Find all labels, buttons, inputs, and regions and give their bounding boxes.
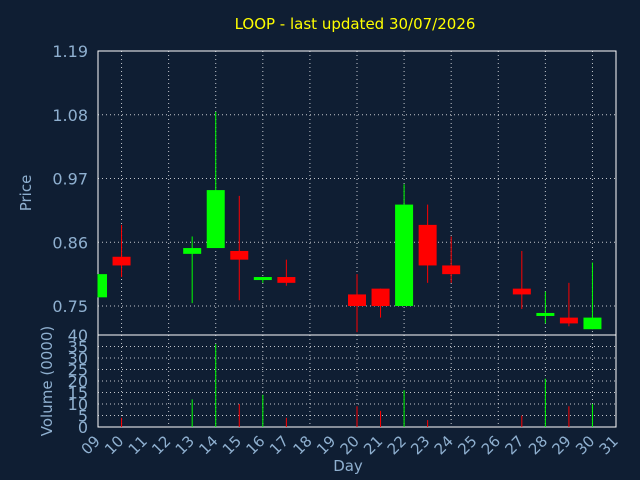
- x-tick-label: 25: [454, 432, 480, 458]
- candle-body: [418, 224, 437, 266]
- candles: [97, 111, 602, 333]
- x-tick-label: 11: [125, 432, 151, 458]
- volume-y-tick: 30: [68, 349, 88, 368]
- x-tick-label: 17: [266, 432, 292, 458]
- x-tick-label: 29: [549, 432, 575, 458]
- x-tick-label: 19: [313, 432, 339, 458]
- candle-body: [112, 256, 131, 266]
- price-y-tick: 1.19: [52, 42, 88, 61]
- candle-body: [512, 288, 531, 295]
- x-tick-label: 20: [337, 432, 363, 458]
- chart-title: LOOP - last updated 30/07/2026: [235, 15, 476, 33]
- volume-axis-label: Volume (0000): [38, 326, 56, 436]
- price-y-tick: 0.97: [52, 170, 88, 189]
- x-tick-label: 23: [407, 432, 433, 458]
- volume-bars: [121, 344, 593, 427]
- x-tick-label: 18: [290, 432, 316, 458]
- x-tick-label: 12: [148, 432, 174, 458]
- price-axis-label: Price: [17, 175, 35, 212]
- price-y-tick: 1.08: [52, 106, 88, 125]
- candle-body: [98, 274, 107, 298]
- x-tick-label: 30: [572, 432, 598, 458]
- price-y-tick: 0.75: [52, 297, 88, 316]
- volume-y-tick: 15: [68, 384, 88, 403]
- x-tick-label: 24: [431, 432, 457, 458]
- candle-body: [230, 250, 249, 260]
- x-tick-label: 27: [501, 432, 527, 458]
- x-tick-label: 22: [384, 432, 410, 458]
- candle-body: [442, 265, 461, 275]
- x-tick-label: 21: [360, 432, 386, 458]
- candle-body: [277, 277, 296, 283]
- candle-body: [536, 312, 555, 316]
- candle-body: [206, 190, 225, 249]
- volume-y-tick: 40: [68, 326, 88, 345]
- x-tick-label: 15: [219, 432, 245, 458]
- x-tick-label: 26: [478, 432, 504, 458]
- volume-y-tick: 20: [68, 372, 88, 391]
- candle-body: [583, 317, 602, 330]
- candle-body: [395, 204, 414, 307]
- candle-body: [183, 248, 202, 254]
- volume-y-tick: 10: [68, 395, 88, 414]
- volume-y-tick: 0: [78, 418, 88, 437]
- candle-body: [253, 277, 272, 281]
- candle-body: [559, 317, 578, 324]
- price-y-ticks: 1.19 1.08 0.97 0.86 0.75: [52, 42, 88, 316]
- volume-y-tick: 35: [68, 338, 88, 357]
- x-tick-label: 14: [195, 432, 221, 458]
- candle-body: [371, 288, 390, 307]
- x-axis-label: Day: [333, 457, 363, 475]
- volume-y-tick: 25: [68, 361, 88, 380]
- x-tick-labels: 0910111213141516171819202122232425262728…: [78, 432, 622, 458]
- x-tick-label: 13: [172, 432, 198, 458]
- volume-y-tick: 5: [78, 407, 88, 426]
- x-tick-label: 10: [101, 432, 127, 458]
- x-tick-label: 16: [242, 432, 268, 458]
- price-y-tick: 0.86: [52, 233, 88, 252]
- candle-body: [348, 294, 366, 307]
- x-tick-label: 31: [596, 432, 622, 458]
- x-tick-label: 28: [525, 432, 551, 458]
